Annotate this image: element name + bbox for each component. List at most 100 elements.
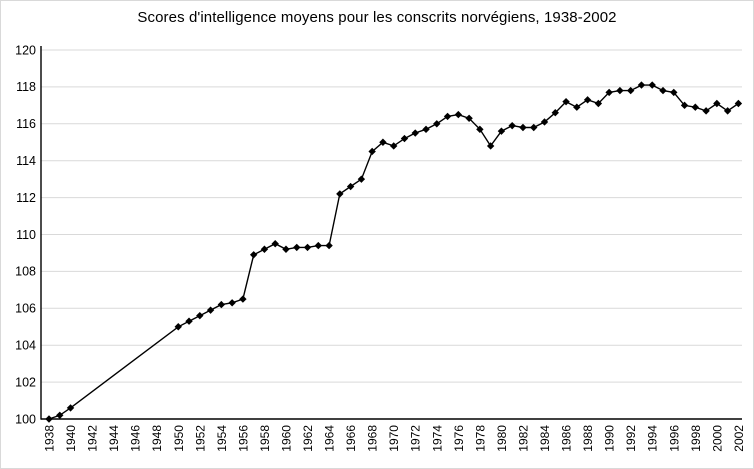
x-tick-label: 1948 [150,425,164,452]
data-point [454,110,463,119]
data-point [45,415,53,423]
x-tick-label: 1976 [452,425,466,452]
data-point [346,182,355,191]
data-point [217,300,226,309]
y-tick-label: 118 [16,80,36,94]
chart-title: Scores d'intelligence moyens pour les co… [137,9,617,26]
data-point [411,129,419,137]
y-tick-label: 108 [15,265,36,279]
data-point [314,241,322,250]
data-point [433,120,441,128]
x-tick-label: 1972 [409,425,423,452]
x-tick-label: 1950 [172,425,186,452]
data-point [465,114,473,122]
x-tick-label: 1978 [473,425,487,452]
data-point [519,123,527,132]
x-tick-label: 1962 [301,425,315,452]
x-tick-label: 2002 [732,425,746,452]
data-point [605,88,613,97]
data-point [637,81,646,89]
data-point [702,107,710,115]
data-point [626,86,635,95]
data-point [540,118,549,126]
x-tick-label: 1938 [43,425,57,452]
x-tick-label: 1940 [64,425,78,452]
data-point [206,306,215,314]
x-tick-label: 1958 [258,425,272,452]
y-tick-label: 112 [16,191,36,205]
y-tick-label: 116 [16,117,36,131]
data-point [379,138,387,146]
data-point [368,147,376,156]
y-tick-label: 120 [15,43,36,57]
x-tick-label: 1994 [646,425,660,452]
y-tick-label: 106 [15,302,36,316]
x-tick-label: 1990 [603,425,617,452]
x-tick-label: 1966 [344,425,358,452]
data-point [497,127,506,135]
x-tick-label: 1956 [236,425,250,452]
data-point [691,103,700,111]
x-tick-label: 1998 [689,425,703,452]
data-point [476,125,484,134]
data-point [616,86,624,95]
x-tick-label: 1964 [323,425,337,452]
data-point [357,175,366,183]
x-tick-label: 1960 [279,425,293,452]
y-tick-label: 100 [15,412,36,426]
data-point [594,99,603,108]
data-point [486,142,495,150]
data-point [390,142,398,150]
x-tick-label: 1992 [624,425,638,452]
data-point [174,323,182,331]
data-point [56,411,64,420]
data-point [336,190,344,198]
x-tick-label: 1952 [193,425,207,452]
data-point [185,317,193,325]
data-point [713,99,721,108]
data-point [282,245,290,253]
x-tick-label: 1944 [107,425,121,452]
y-tick-label: 110 [16,228,36,242]
data-point [228,299,236,307]
data-point [325,241,333,250]
data-point [293,243,301,252]
x-tick-label: 1942 [86,425,100,452]
data-point [583,96,592,104]
x-tick-label: 1954 [215,425,229,452]
data-point [573,103,581,111]
data-point [443,112,452,121]
data-point [659,86,667,95]
x-tick-label: 1996 [667,425,681,452]
data-point [734,99,743,108]
x-tick-label: 1970 [387,425,401,452]
data-point [530,123,538,132]
data-point [196,311,204,320]
data-point [648,81,656,89]
data-point [508,121,516,130]
data-point [239,295,247,303]
data-point [260,245,269,253]
data-point [400,134,409,143]
data-point [680,101,689,110]
x-tick-label: 1982 [516,425,530,452]
y-tick-label: 114 [16,154,36,168]
data-point [723,107,732,115]
x-tick-label: 1980 [495,425,509,452]
x-tick-label: 1946 [129,425,143,452]
x-tick-label: 1988 [581,425,595,452]
y-tick-label: 102 [15,375,36,389]
data-point [66,404,75,412]
data-point [670,88,678,97]
y-tick-label: 104 [15,339,36,353]
data-point [551,109,559,117]
x-tick-label: 1986 [560,425,574,452]
x-tick-label: 1984 [538,425,552,452]
data-point [271,240,279,248]
data-line [48,84,739,420]
data-point [249,251,258,259]
data-point [562,97,570,106]
data-point [303,243,312,252]
x-tick-label: 2000 [710,425,724,452]
